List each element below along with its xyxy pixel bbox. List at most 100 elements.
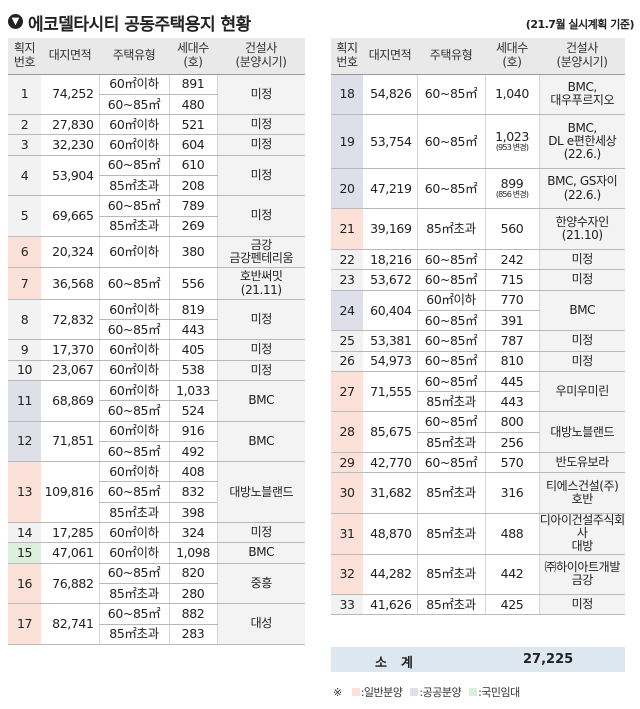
- housing-type: 60~85㎡: [416, 114, 485, 169]
- housing-type: 85㎡초과: [416, 472, 485, 514]
- unit-count: 256: [484, 432, 539, 454]
- builder-name: 대방노블랜드: [538, 411, 625, 454]
- lot-number: 18: [331, 74, 363, 116]
- lot-area: 85,675: [363, 411, 417, 454]
- lot-area: 76,882: [41, 563, 99, 605]
- housing-type: 85㎡초과: [416, 208, 485, 251]
- lot-area: 53,672: [363, 269, 417, 291]
- page-title: 에코델타시티 공동주택용지 현황: [28, 15, 251, 35]
- housing-type: 85㎡초과: [416, 432, 485, 454]
- table-row: 12 71,851 60㎡이하 916 BMC: [8, 421, 305, 463]
- table-row: 4 53,904 60~85㎡ 610 미정: [8, 155, 305, 197]
- lot-number: 10: [8, 360, 41, 381]
- housing-type: 60㎡이하: [98, 299, 169, 321]
- lot-area: 23,067: [41, 360, 99, 381]
- lot-area: 68,869: [41, 380, 99, 422]
- unit-count: 820: [168, 563, 217, 584]
- table-row: 13 109,816 60㎡이하 408 대방노블랜드: [8, 461, 305, 524]
- housing-type: 60~85㎡: [416, 168, 485, 210]
- lots-table-body: 18 54,826 60~85㎡ 1,040 BMC, 대우푸르지오 19 53,754 60~…: [331, 74, 625, 616]
- unit-count: 715: [484, 269, 539, 291]
- table-row: 14 17,285 60㎡이하 324 미정: [8, 522, 305, 544]
- unit-count: 398: [168, 502, 217, 524]
- lot-number: 8: [8, 299, 41, 341]
- header-area: 대지면적: [41, 38, 99, 75]
- lot-area: 47,061: [41, 542, 99, 564]
- header-builder: 건설사 (분양시기): [217, 38, 305, 75]
- table-row: 16 76,882 60~85㎡ 820 중흥: [8, 563, 305, 605]
- table-row: 23 53,672 60~85㎡ 715 미정: [331, 269, 625, 291]
- lot-number: 22: [331, 249, 363, 271]
- subtotal-label: 소계: [375, 656, 427, 671]
- table-row: 33 41,626 85㎡초과 425 미정: [331, 594, 625, 616]
- lot-area: 53,381: [363, 330, 417, 352]
- lot-number: 15: [8, 542, 41, 564]
- housing-type: 60㎡이하: [98, 114, 169, 136]
- lot-number: 2: [8, 114, 41, 136]
- lot-number: 6: [8, 236, 41, 269]
- builder-name: 미정: [216, 360, 305, 381]
- housing-type: 60~85㎡: [416, 310, 485, 332]
- legend-swatch-general: [351, 688, 360, 696]
- housing-type: 85㎡초과: [98, 216, 169, 237]
- table-row: 60~85㎡ 524: [8, 400, 305, 422]
- table-row: 11 68,869 60㎡이하 1,033 BMC: [8, 380, 305, 422]
- table-row: 25 53,381 60~85㎡ 787 미정: [331, 330, 625, 352]
- table-row: 31 48,870 85㎡초과 488 디아이건설주식회사 대방: [331, 513, 625, 555]
- subtotal-row: 소계 27,225: [331, 647, 625, 672]
- builder-name: 반도유보라: [538, 452, 625, 474]
- lot-area: 20,324: [41, 236, 99, 269]
- lot-number: 4: [8, 155, 41, 197]
- lot-area: 17,285: [41, 522, 99, 544]
- table-row: 32 44,282 85㎡초과 442 ㈜하이아트개발 금강: [331, 554, 625, 596]
- unit-count: 442: [484, 554, 539, 596]
- unit-count: 280: [168, 583, 217, 605]
- housing-type: 60㎡이하: [98, 236, 169, 269]
- lot-number: 13: [8, 461, 41, 524]
- builder-name: 우미우미린: [538, 371, 625, 413]
- lot-number: 9: [8, 339, 41, 361]
- table-row: 5 69,665 60~85㎡ 789 미정: [8, 195, 305, 237]
- housing-type: 60~85㎡: [416, 371, 485, 393]
- lot-number: 21: [331, 208, 363, 251]
- builder-name: 미정: [538, 351, 625, 372]
- table-row: 85㎡초과 269: [8, 216, 305, 237]
- builder-name: BMC: [216, 542, 305, 564]
- housing-type: 60㎡이하: [416, 290, 485, 311]
- unit-count: 882: [168, 603, 217, 625]
- unit-count: 408: [168, 461, 217, 483]
- lot-area: 32,230: [41, 134, 99, 156]
- unit-count: 443: [168, 319, 217, 341]
- lot-area: 82,741: [41, 603, 99, 645]
- housing-type: 60~85㎡: [98, 563, 169, 584]
- unit-count: 405: [168, 339, 217, 361]
- lot-number: 1: [8, 74, 41, 116]
- lot-area: 47,219: [363, 168, 417, 210]
- lot-area: 54,973: [363, 351, 417, 372]
- lot-number: 24: [331, 290, 363, 332]
- unit-count: 208: [168, 175, 217, 197]
- housing-type: 60~85㎡: [416, 74, 485, 116]
- table-row: 60~85㎡ 480: [8, 94, 305, 116]
- unit-count: 480: [168, 94, 217, 116]
- unit-count: 242: [484, 249, 539, 271]
- housing-type: 60~85㎡: [98, 481, 169, 503]
- lots-table-body: 1 74,252 60㎡이하 891 미정 60~85㎡ 480 2 27,830 60㎡이하 52…: [8, 74, 305, 645]
- lot-area: 17,370: [41, 339, 99, 361]
- housing-type: 60~85㎡: [416, 330, 485, 352]
- lot-number: 12: [8, 421, 41, 463]
- housing-type: 85㎡초과: [416, 594, 485, 616]
- lot-area: 53,754: [363, 114, 417, 169]
- table-row: 21 39,169 85㎡초과 560 한양수자인 (21.10): [331, 208, 625, 251]
- unit-change-note: (856 변경): [495, 190, 529, 200]
- legend: ※ :일반분양 :공공분양 :국민임대: [333, 684, 625, 702]
- housing-type: 60~85㎡: [98, 400, 169, 422]
- housing-type: 60~85㎡: [416, 351, 485, 372]
- builder-name: 금강 금강펜테리움: [216, 236, 305, 269]
- table-row: 27 71,555 60~85㎡ 445 우미우미린: [331, 371, 625, 413]
- unit-count: 324: [168, 522, 217, 544]
- lot-area: 42,770: [363, 452, 417, 474]
- header-type: 주택유형: [99, 38, 169, 75]
- table-row: 85㎡초과 283: [8, 624, 305, 645]
- table-row: 22 18,216 60~85㎡ 242 미정: [331, 249, 625, 271]
